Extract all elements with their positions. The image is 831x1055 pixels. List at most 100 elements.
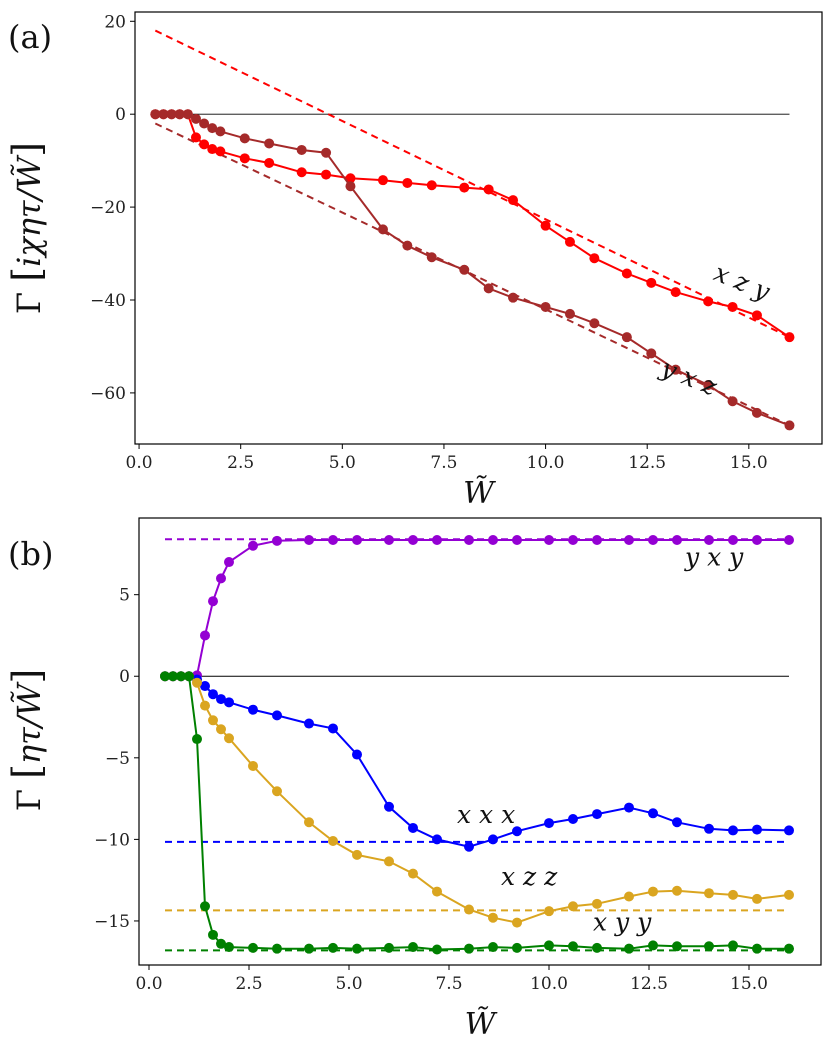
data-point bbox=[200, 630, 210, 641]
y-tick-label: −60 bbox=[90, 384, 126, 404]
data-point bbox=[488, 942, 498, 953]
x-axis-label: W̃ bbox=[465, 1007, 498, 1042]
data-point bbox=[345, 173, 356, 184]
data-point bbox=[544, 906, 554, 917]
series-annotation: x x x bbox=[457, 800, 515, 829]
data-point bbox=[751, 407, 762, 418]
y-tick-label: −10 bbox=[94, 830, 130, 850]
data-point bbox=[704, 888, 714, 899]
y-tick-label: 0 bbox=[119, 667, 130, 687]
data-point bbox=[648, 886, 658, 897]
data-point bbox=[377, 175, 388, 186]
data-point bbox=[752, 943, 762, 954]
y-tick-label: −40 bbox=[90, 291, 126, 311]
data-point bbox=[544, 818, 554, 829]
data-point bbox=[304, 943, 314, 954]
data-point bbox=[646, 277, 657, 288]
data-point bbox=[727, 301, 738, 312]
x-tick-label: 10.0 bbox=[530, 974, 568, 994]
y-tick-label: −15 bbox=[94, 912, 130, 932]
data-point bbox=[432, 535, 442, 546]
series-xzy bbox=[150, 109, 795, 343]
data-point bbox=[190, 132, 201, 143]
panel-0: 0.0 2.5 5.0 7.5 10.0 12.5 15.0 20 0 −20 −40 −60 x z … bbox=[5, 11, 823, 511]
data-point bbox=[432, 944, 442, 955]
data-point bbox=[182, 109, 193, 120]
data-point bbox=[752, 824, 762, 835]
data-point bbox=[216, 724, 226, 735]
data-point bbox=[224, 557, 234, 568]
data-point bbox=[488, 535, 498, 546]
data-point bbox=[459, 182, 470, 193]
data-point bbox=[544, 535, 554, 546]
data-point bbox=[208, 715, 218, 726]
y-axis-label-bracket-close: ] bbox=[5, 669, 49, 684]
data-point bbox=[264, 157, 275, 168]
data-point bbox=[646, 348, 657, 359]
data-point bbox=[272, 943, 282, 954]
data-point bbox=[192, 734, 202, 745]
data-point bbox=[408, 535, 418, 546]
data-point bbox=[426, 180, 437, 191]
data-point bbox=[488, 834, 498, 845]
data-point bbox=[704, 823, 714, 834]
data-point bbox=[239, 153, 250, 164]
data-point bbox=[624, 943, 634, 954]
data-point bbox=[190, 113, 201, 124]
data-point bbox=[166, 109, 177, 120]
data-point bbox=[272, 786, 282, 797]
data-point bbox=[670, 364, 681, 375]
data-point bbox=[464, 943, 474, 954]
data-point bbox=[544, 940, 554, 951]
x-axis-label: W̃ bbox=[463, 476, 496, 511]
data-point bbox=[728, 825, 738, 836]
series-xzz bbox=[160, 671, 794, 928]
data-point bbox=[670, 287, 681, 298]
data-point bbox=[328, 836, 338, 847]
data-point bbox=[174, 109, 185, 120]
data-point bbox=[384, 801, 394, 812]
data-point bbox=[264, 138, 275, 149]
data-point bbox=[784, 825, 794, 836]
data-point bbox=[208, 689, 218, 700]
data-point bbox=[784, 943, 794, 954]
data-point bbox=[483, 283, 494, 294]
data-point bbox=[192, 677, 202, 688]
data-point bbox=[207, 144, 218, 155]
data-point bbox=[377, 224, 388, 235]
data-point bbox=[296, 144, 307, 155]
data-point bbox=[304, 718, 314, 729]
data-point bbox=[352, 943, 362, 954]
x-tick-label: 5.0 bbox=[329, 453, 356, 473]
x-tick-label: 7.5 bbox=[430, 453, 457, 473]
series-annotation: x z y bbox=[710, 258, 775, 307]
data-point bbox=[321, 169, 332, 180]
data-point bbox=[540, 220, 551, 231]
data-point bbox=[672, 885, 682, 896]
fit-line bbox=[154, 29, 790, 339]
data-point bbox=[248, 760, 258, 771]
data-point bbox=[200, 700, 210, 711]
data-point bbox=[648, 940, 658, 951]
data-point bbox=[168, 671, 178, 682]
y-axis-label: Γ [iχητ/W̃] bbox=[5, 142, 49, 314]
y-tick-label: 5 bbox=[119, 586, 130, 606]
data-point bbox=[402, 240, 413, 251]
x-tick-label: 5.0 bbox=[335, 974, 362, 994]
data-point bbox=[568, 813, 578, 824]
data-point bbox=[328, 942, 338, 953]
data-point bbox=[208, 929, 218, 940]
data-point bbox=[207, 123, 218, 134]
data-point bbox=[408, 868, 418, 879]
data-point bbox=[568, 941, 578, 952]
data-point bbox=[648, 535, 658, 546]
data-point bbox=[704, 941, 714, 952]
data-point bbox=[432, 834, 442, 845]
data-point bbox=[512, 535, 522, 546]
data-point bbox=[248, 942, 258, 953]
data-point bbox=[239, 133, 250, 144]
data-point bbox=[160, 671, 170, 682]
data-point bbox=[224, 942, 234, 953]
data-point bbox=[648, 808, 658, 819]
